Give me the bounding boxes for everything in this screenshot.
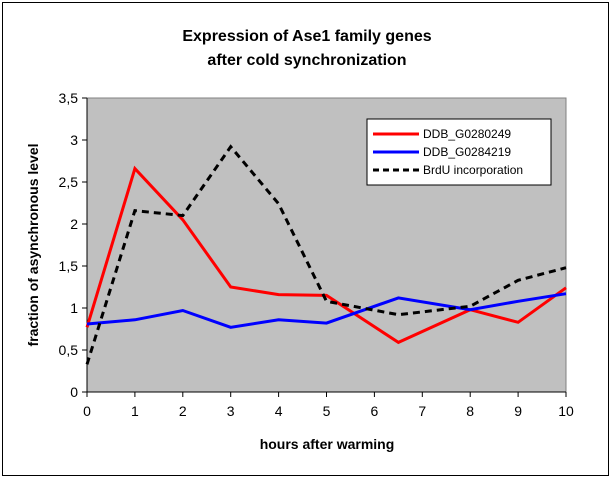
x-axis: 0 1 2 3 4 5 6 7 8 9 10: [83, 391, 574, 419]
x-tick-label: 8: [466, 403, 474, 419]
x-tick-label: 9: [514, 403, 522, 419]
x-tick-label: 2: [179, 403, 187, 419]
y-tick-label: 0: [70, 384, 78, 400]
y-tick-label: 3,5: [59, 90, 79, 106]
legend: DDB_G0280249 DDB_G0284219 BrdU incorpora…: [366, 118, 552, 186]
legend-label-brdu: BrdU incorporation: [423, 163, 523, 177]
chart-title-line-1: Expression of Ase1 family genes: [182, 28, 431, 45]
y-axis-label: fraction of asynchronous level: [25, 143, 41, 346]
y-tick-label: 1,5: [59, 258, 79, 274]
y-tick-label: 2,5: [59, 174, 79, 190]
y-axis: 0 0,5 1 1,5 2 2,5 3 3,5: [59, 90, 88, 400]
y-tick-label: 3: [70, 132, 78, 148]
series-line-ddb-g0280249: [85, 165, 567, 345]
x-tick-label: 4: [275, 403, 283, 419]
legend-label-ddb-g0284219: DDB_G0284219: [423, 145, 511, 159]
y-tick-label: 2: [70, 216, 78, 232]
x-tick-label: 7: [418, 403, 426, 419]
x-tick-label: 5: [323, 403, 331, 419]
x-tick-label: 3: [227, 403, 235, 419]
series-line-ddb-g0284219: [86, 292, 567, 329]
x-tick-label: 1: [131, 403, 139, 419]
chart-title-line-2: after cold synchronization: [207, 52, 406, 69]
y-tick-label: 0,5: [59, 342, 79, 358]
x-tick-label: 10: [558, 403, 574, 419]
legend-label-ddb-g0280249: DDB_G0280249: [423, 127, 511, 141]
series-line-brdu-incorporation: [85, 144, 567, 365]
x-tick-label: 0: [83, 403, 91, 419]
x-axis-label: hours after warming: [260, 436, 395, 452]
chart: Expression of Ase1 family genes after co…: [25, 28, 574, 452]
y-tick-label: 1: [70, 300, 78, 316]
series-layer: [85, 144, 567, 365]
chart-frame: Expression of Ase1 family genes after co…: [2, 2, 609, 476]
x-tick-label: 6: [371, 403, 379, 419]
